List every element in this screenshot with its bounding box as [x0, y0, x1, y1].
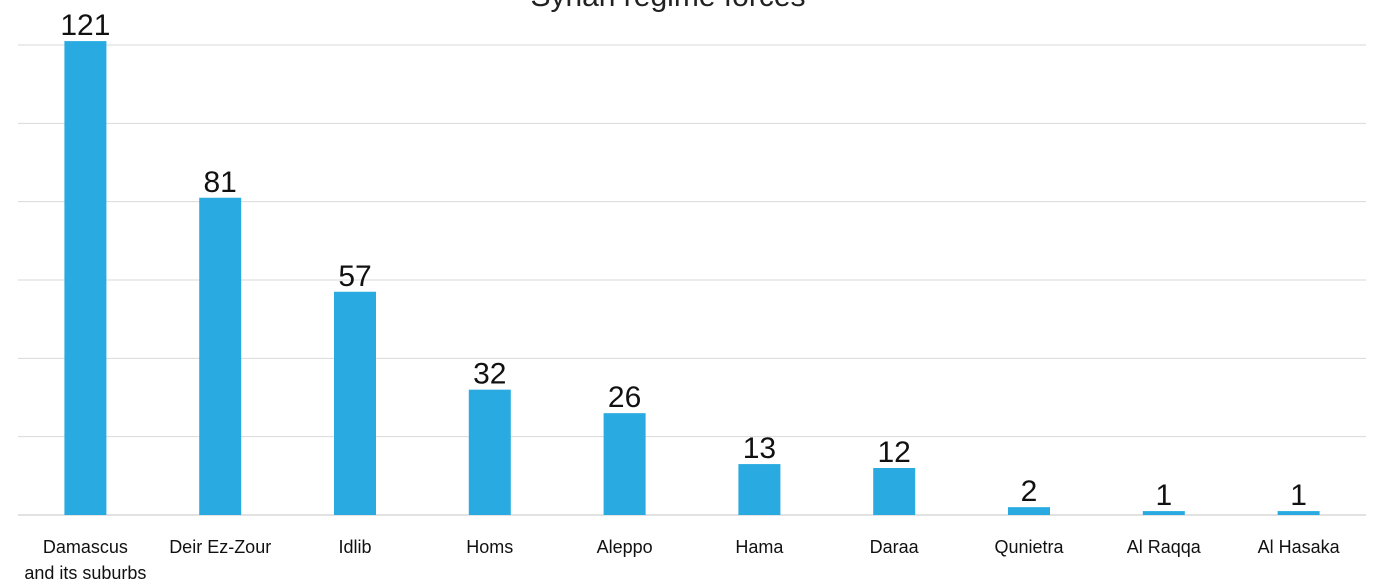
category-label: Damascus and its suburbs: [24, 537, 146, 583]
gridlines: [18, 44, 1366, 516]
data-label: 57: [338, 260, 371, 293]
category-label: Idlib: [338, 537, 371, 557]
bar: [603, 413, 646, 515]
bar: [1277, 511, 1320, 515]
category-label: Aleppo: [597, 537, 653, 557]
bar: [873, 468, 916, 515]
bar: [199, 197, 242, 515]
data-label: 1: [1155, 479, 1172, 512]
data-labels: 121 81 57 32 26 13 12 2 1 1: [60, 9, 1307, 512]
category-label: Deir Ez-Zour: [169, 537, 271, 557]
category-label: Al Raqqa: [1127, 537, 1202, 557]
category-label: Hama: [735, 537, 784, 557]
bar: [334, 291, 376, 515]
bar: [468, 389, 511, 515]
data-label: 121: [60, 9, 110, 42]
category-label: Daraa: [870, 537, 920, 557]
data-label: 32: [473, 358, 506, 391]
chart-title: Syrian regime forces: [530, 0, 805, 13]
category-label: Qunietra: [994, 537, 1064, 557]
category-label: Al Hasaka: [1258, 537, 1341, 557]
bar: [1142, 511, 1185, 515]
data-label: 13: [743, 432, 776, 465]
data-label: 81: [204, 166, 237, 199]
data-label: 12: [878, 436, 911, 469]
data-label: 1: [1290, 479, 1307, 512]
data-label: 2: [1021, 475, 1038, 508]
bars: [64, 41, 1320, 515]
category-labels: Damascus and its suburbs Deir Ez-Zour Idlib…: [24, 537, 1340, 583]
bar: [738, 464, 781, 515]
data-label: 26: [608, 381, 641, 414]
bar: [64, 41, 107, 515]
category-label: Homs: [466, 537, 513, 557]
bar: [1008, 507, 1050, 515]
